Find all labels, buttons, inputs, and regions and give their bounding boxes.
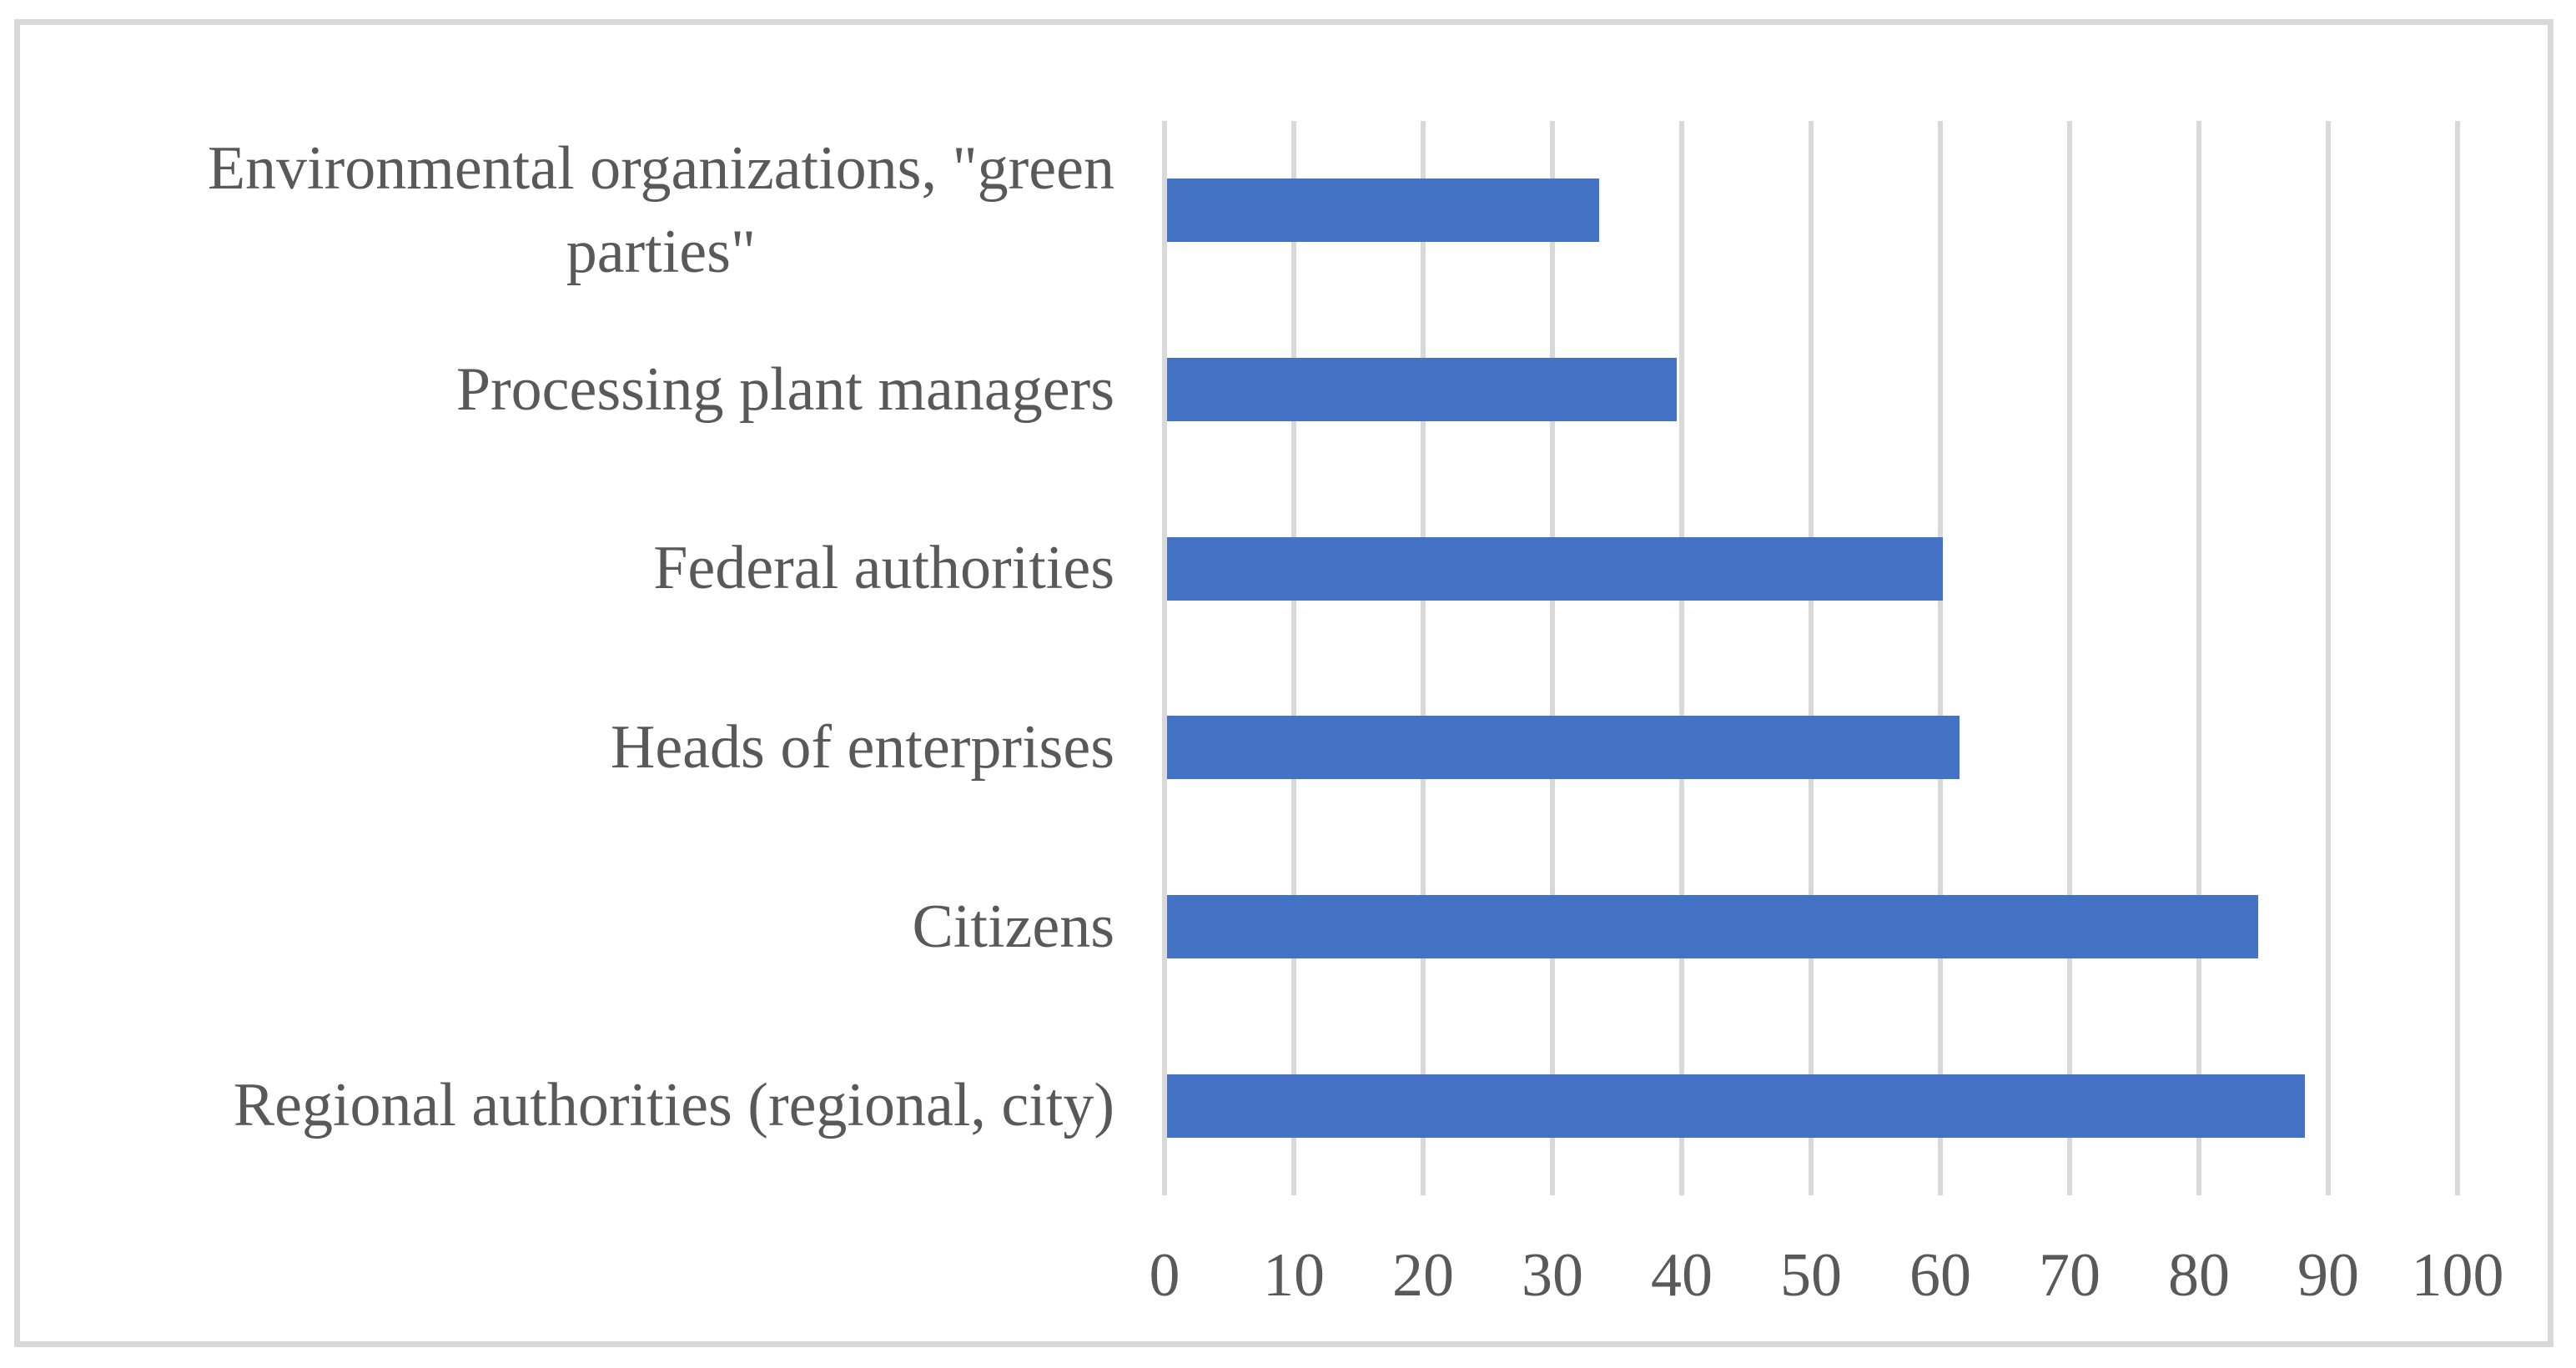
x-axis: 0 10 20 30 40 50 60 70 80 90 100: [1150, 1241, 2504, 1328]
category-label-row: Heads of enterprises: [53, 658, 1114, 837]
category-label: Regional authorities (regional, city): [233, 1071, 1114, 1140]
gridline: [1162, 121, 1167, 1195]
category-label: Environmental organizations, "green part…: [207, 133, 1114, 287]
category-label: Heads of enterprises: [610, 713, 1114, 782]
x-tick-label: 90: [2297, 1241, 2359, 1310]
gridline: [2326, 121, 2331, 1195]
bar: [1167, 895, 2259, 958]
bar: [1167, 358, 1677, 421]
category-label: Federal authorities: [653, 534, 1114, 603]
chart-frame: Environmental organizations, "green part…: [14, 19, 2553, 1347]
gridline: [1809, 121, 1814, 1195]
gridline: [1291, 121, 1296, 1195]
gridline: [2455, 121, 2460, 1195]
gridline: [1421, 121, 1426, 1195]
gridline: [2196, 121, 2201, 1195]
category-axis: Environmental organizations, "green part…: [53, 121, 1114, 1195]
category-label-row: Federal authorities: [53, 479, 1114, 658]
bar: [1167, 1074, 2305, 1138]
x-tick-label: 100: [2411, 1241, 2504, 1310]
x-tick-label: 80: [2168, 1241, 2230, 1310]
x-tick-label: 50: [1780, 1241, 1842, 1310]
gridline: [2067, 121, 2072, 1195]
category-label-row: Citizens: [53, 837, 1114, 1017]
x-tick-label: 20: [1392, 1241, 1454, 1310]
category-label: Citizens: [912, 892, 1114, 961]
gridline: [1550, 121, 1555, 1195]
plot-area: [1162, 121, 2460, 1195]
bar: [1167, 536, 1943, 601]
gridline: [1679, 121, 1684, 1195]
category-label-row: Processing plant managers: [53, 300, 1114, 480]
x-tick-label: 70: [2039, 1241, 2101, 1310]
category-label: Processing plant managers: [455, 355, 1114, 424]
x-tick-label: 0: [1149, 1241, 1180, 1310]
bar: [1167, 179, 1599, 243]
x-tick-label: 60: [1909, 1241, 1971, 1310]
x-tick-label: 10: [1263, 1241, 1325, 1310]
bar: [1167, 716, 1960, 780]
x-tick-label: 40: [1651, 1241, 1713, 1310]
category-label-row: Environmental organizations, "green part…: [53, 121, 1114, 300]
gridline: [1938, 121, 1943, 1195]
category-label-row: Regional authorities (regional, city): [53, 1016, 1114, 1195]
x-tick-label: 30: [1522, 1241, 1583, 1310]
